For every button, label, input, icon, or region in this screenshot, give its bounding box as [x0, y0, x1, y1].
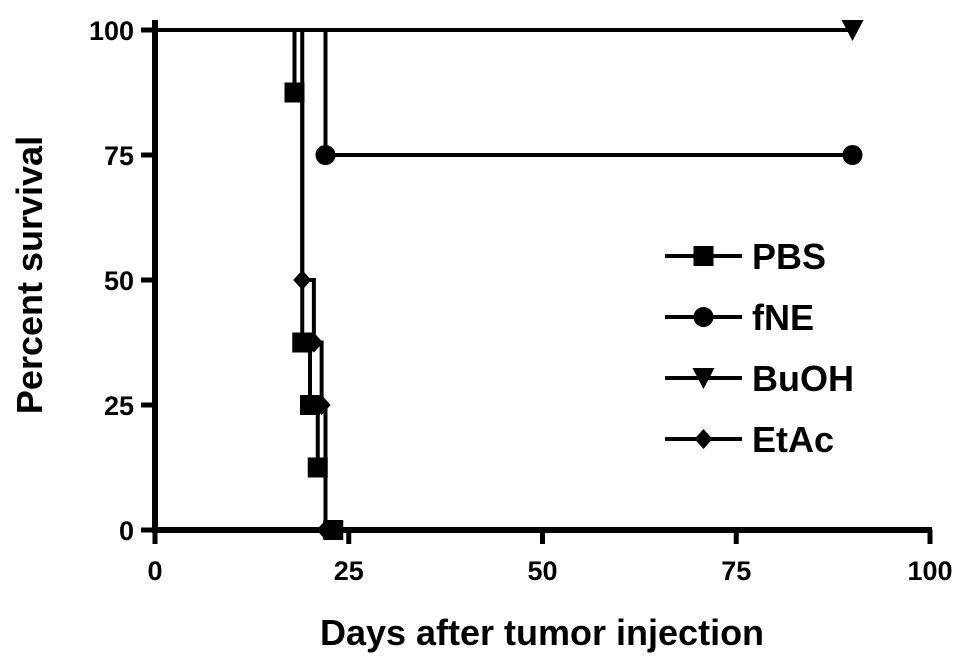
legend-item-pbs: PBS [665, 236, 826, 277]
data-point-etac [312, 395, 331, 415]
data-point-buoh [841, 20, 864, 41]
legend-marker [693, 246, 714, 266]
data-point-pbs [307, 457, 328, 478]
ticks: 0 25 50 75 100 0 25 50 75 100 [89, 16, 953, 586]
x-tick-label: 0 [147, 556, 162, 586]
series-line-fne [155, 28, 853, 157]
data-point-fne [842, 145, 863, 165]
data-point-pbs [284, 82, 305, 103]
legend-item-fne: fNE [665, 297, 814, 338]
x-tick-label: 50 [527, 556, 557, 586]
x-axis-title: Days after tumor injection [320, 612, 764, 653]
data-point-pbs [300, 395, 320, 415]
x-tick-label: 25 [334, 556, 364, 586]
data-point-pbs [292, 332, 313, 353]
legend-item-buoh: BuOH [665, 358, 854, 399]
data-point-fne [315, 145, 336, 165]
x-tick-label: 100 [907, 556, 952, 586]
legend-label: BuOH [752, 358, 854, 399]
series-etac [155, 28, 335, 540]
y-tick-label: 75 [104, 141, 134, 171]
legend-label: EtAc [752, 419, 834, 460]
legend-marker [694, 429, 713, 449]
legend-item-etac: EtAc [665, 419, 834, 460]
x-tick-label: 75 [721, 556, 751, 586]
y-tick-label: 25 [104, 391, 134, 421]
data-point-etac [304, 332, 323, 353]
legend-label: PBS [752, 236, 826, 277]
legend-label: fNE [752, 297, 814, 338]
legend: PBS fNE BuOH EtAc [665, 236, 854, 460]
y-tick-label: 0 [119, 516, 134, 546]
y-tick-label: 100 [89, 16, 134, 46]
series-fne [155, 28, 863, 165]
y-axis-title: Percent survival [9, 136, 50, 414]
y-tick-label: 50 [104, 266, 134, 296]
legend-marker [693, 307, 714, 327]
series-layer [155, 20, 864, 540]
legend-marker [692, 368, 715, 389]
data-point-etac [293, 270, 312, 290]
